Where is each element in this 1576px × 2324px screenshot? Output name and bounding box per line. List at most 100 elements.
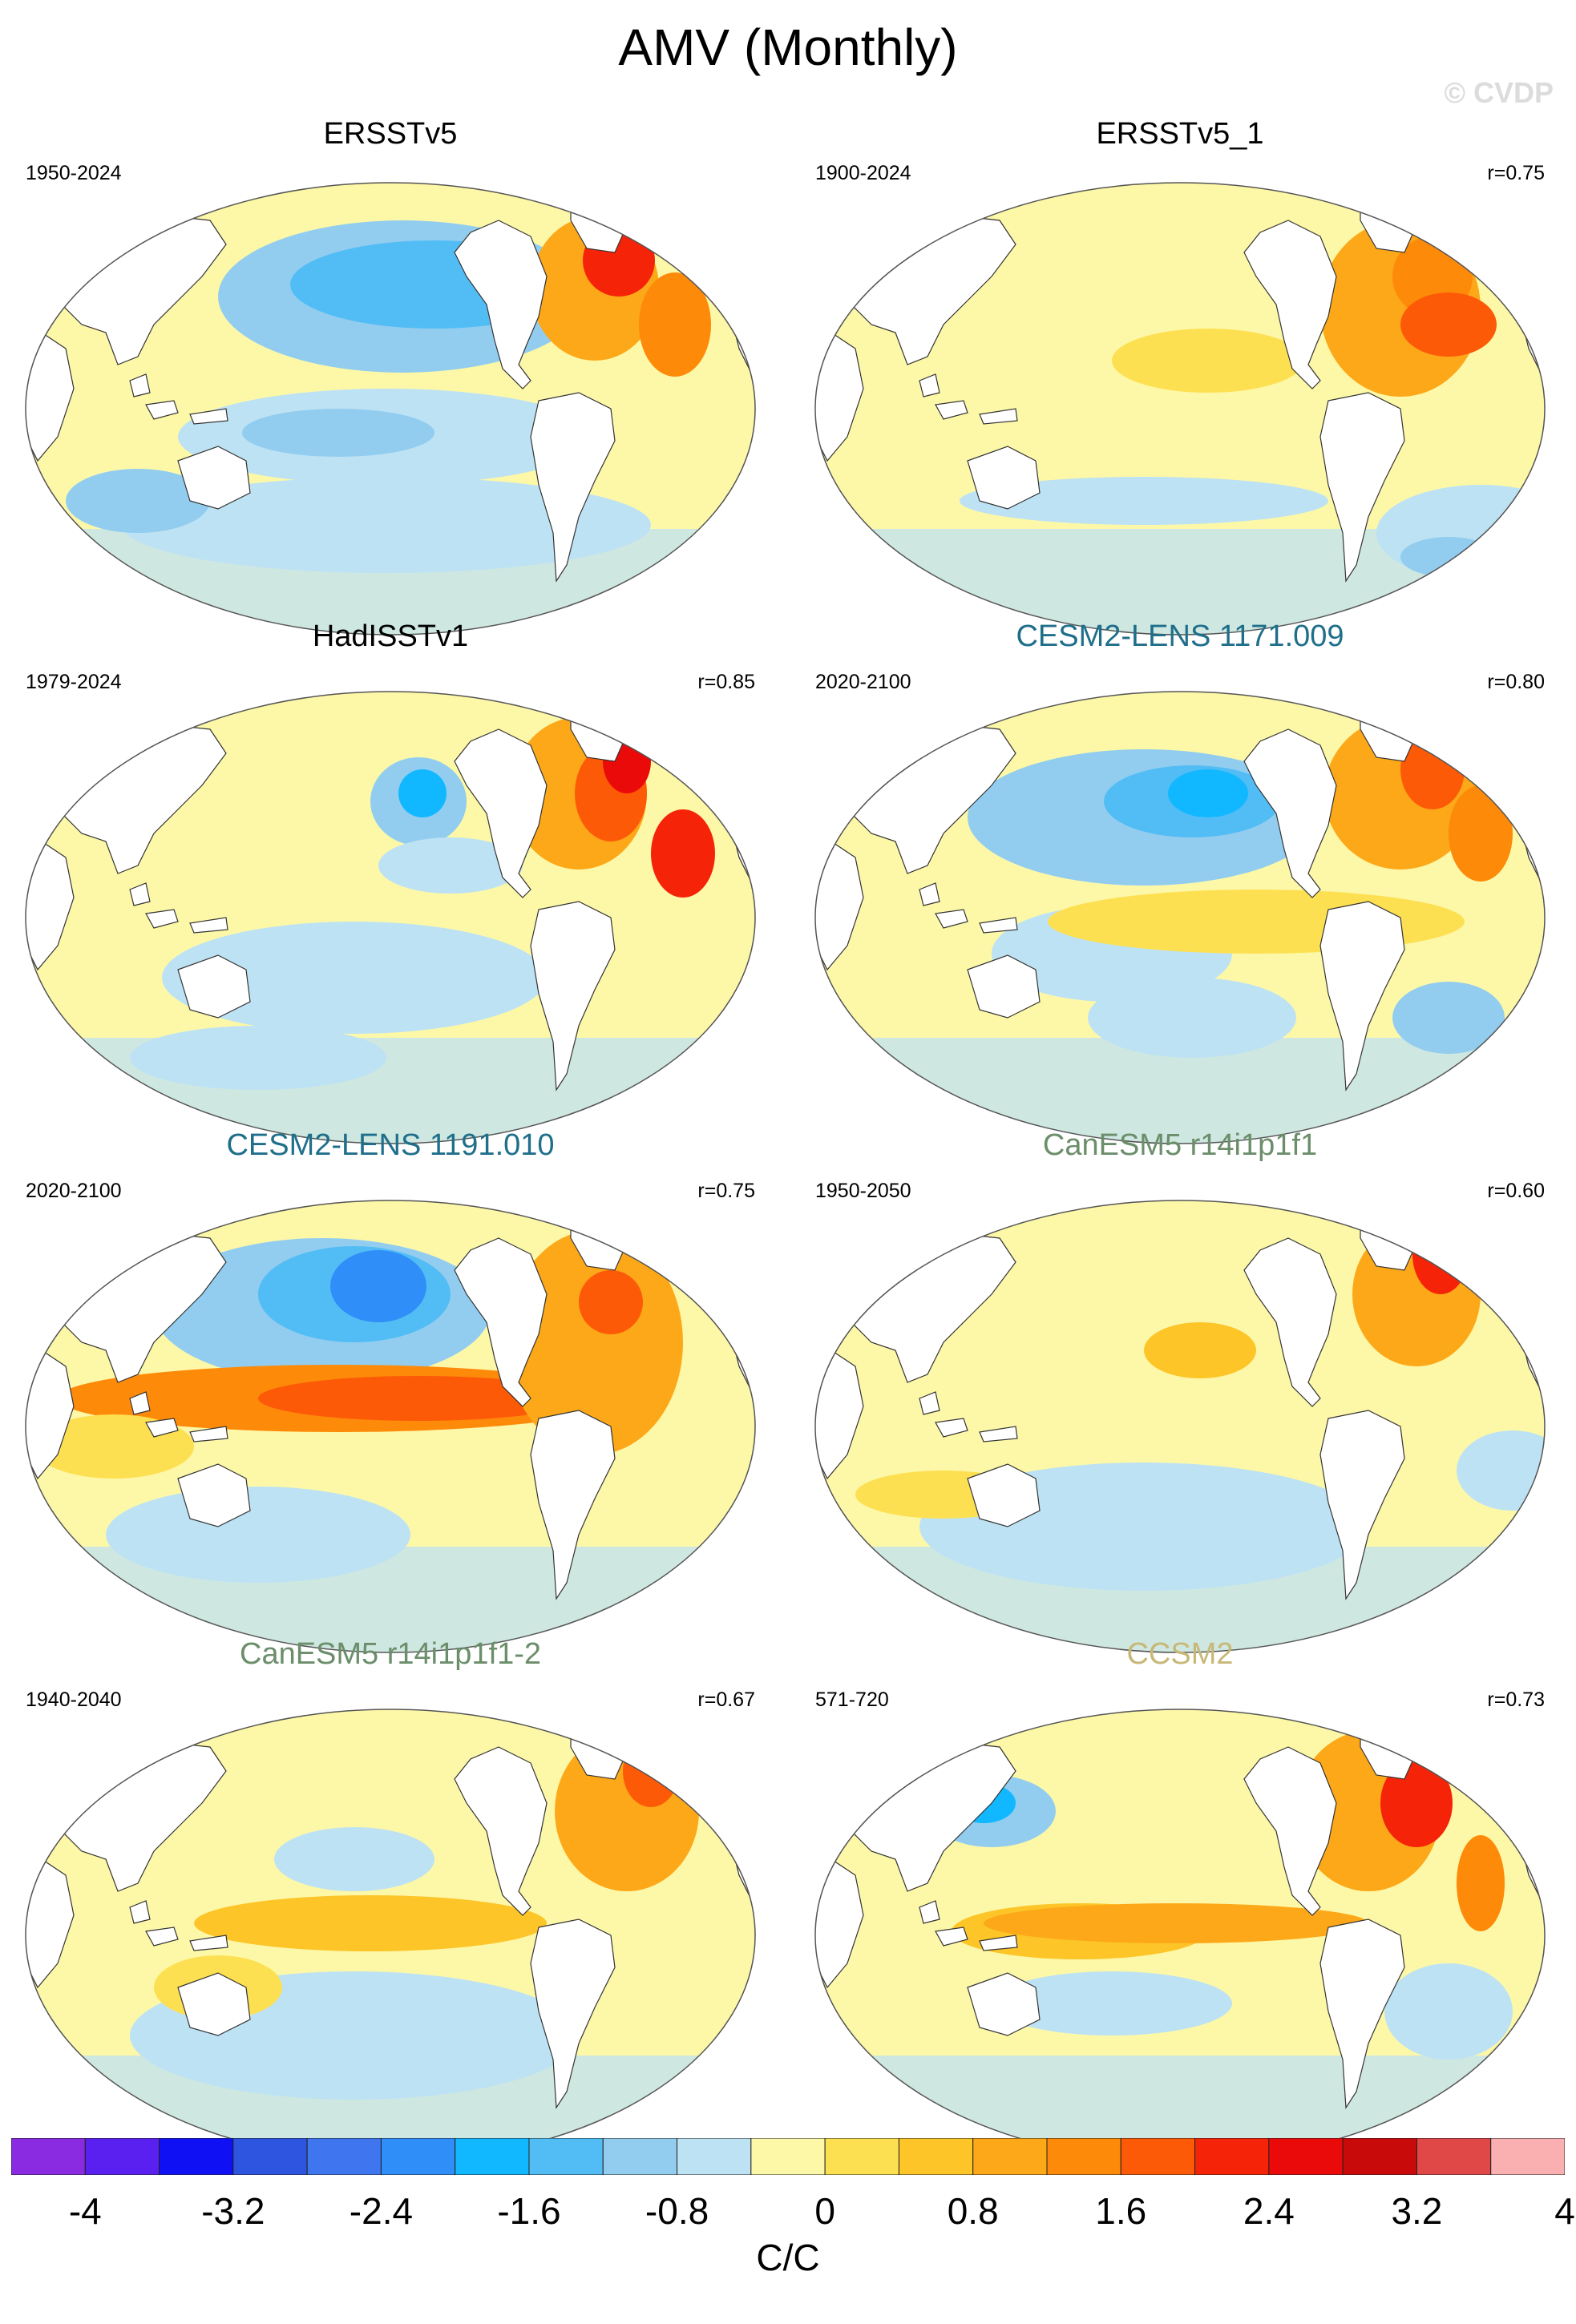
anomaly-contour: [162, 922, 547, 1034]
colorbar-tick-label: 0.8: [947, 2190, 999, 2232]
land-mass: [177, 446, 251, 510]
land-mass: [129, 1391, 151, 1415]
colorbar-swatch: [1046, 2138, 1121, 2175]
robinson-map: [25, 1200, 756, 1653]
land-mass: [129, 1900, 151, 1924]
panel-period: 1950-2024: [26, 162, 122, 184]
land-mass: [129, 373, 151, 397]
map-border: [25, 691, 756, 1144]
land-mass: [530, 1919, 616, 2109]
panel-period: 1900-2024: [815, 162, 911, 184]
land-mass: [919, 1391, 940, 1415]
anomaly-contour: [623, 1735, 679, 1807]
colorbar-swatch: [602, 2138, 678, 2175]
anomaly-contour: [66, 469, 210, 533]
panel-correlation: r=0.75: [697, 1180, 755, 1202]
land-mass: [145, 1927, 179, 1947]
anomaly-contour: [258, 1376, 579, 1421]
land-mass: [177, 954, 251, 1019]
land-mass: [189, 1426, 228, 1442]
map-panel: CanESM5 r14i1p1f1 1950-2050 r=0.60: [807, 1128, 1553, 1653]
panel-title: CanESM5 r14i1p1f1-2: [240, 1637, 541, 1671]
colorbar-tick-label: 0: [814, 2190, 835, 2232]
anomaly-contour: [1392, 982, 1505, 1054]
land-mass: [145, 909, 179, 929]
colorbar-swatch: [84, 2138, 160, 2175]
panel-period: 1940-2040: [26, 1689, 122, 1711]
anomaly-contour: [1168, 769, 1248, 817]
colorbar-tick-label: -1.6: [497, 2190, 561, 2232]
anomaly-contour: [1449, 785, 1513, 882]
land-mass: [1243, 1237, 1337, 1407]
colorbar-swatch: [972, 2138, 1048, 2175]
robinson-map: [25, 1709, 756, 2162]
figure-title: AMV (Monthly): [618, 18, 958, 76]
anomaly-contour: [398, 769, 447, 817]
robinson-map: [814, 1709, 1546, 2162]
colorbar-swatch: [750, 2138, 826, 2175]
land-mass: [919, 882, 940, 906]
anomaly-contour: [330, 1250, 426, 1322]
colorbar-swatch: [159, 2138, 234, 2175]
anomaly-contour: [1400, 293, 1497, 357]
colorbar-swatch: [306, 2138, 382, 2175]
colorbar-swatch: [1490, 2138, 1565, 2175]
land-mass: [979, 408, 1018, 425]
anomaly-contour: [1400, 537, 1497, 577]
land-mass: [530, 901, 616, 1091]
anomaly-contour: [992, 1971, 1232, 2036]
panel-period: 571-720: [815, 1689, 889, 1711]
map-border: [25, 1200, 756, 1653]
land-mass: [935, 400, 968, 420]
anomaly-contour: [960, 477, 1328, 525]
land-mass: [189, 917, 228, 934]
land-mass: [177, 1972, 251, 2036]
land-mass: [1319, 901, 1405, 1091]
land-mass: [979, 1935, 1018, 1951]
robinson-map: [25, 691, 756, 1144]
colorbar-tick-label: 4: [1554, 2190, 1575, 2232]
robinson-map: [814, 182, 1546, 635]
colorbar-swatch: [824, 2138, 899, 2175]
colorbar-swatch: [1416, 2138, 1492, 2175]
anomaly-contour: [651, 809, 715, 898]
map-panel: ERSSTv5 1950-2024: [18, 117, 763, 635]
land-mass: [1319, 1410, 1405, 1600]
colorbar-tick-label: 2.4: [1243, 2190, 1295, 2232]
anomaly-contour: [122, 477, 651, 573]
colorbar-tick-labels: -4 -3.2 -2.4 -1.6 -0.8 0 0.8 1.6 2.4 3.2 4: [0, 2189, 1576, 2237]
anomaly-contour: [1384, 1963, 1513, 2060]
land-mass: [979, 917, 1018, 934]
land-mass: [1319, 1919, 1405, 2109]
colorbar-tick-label: -3.2: [201, 2190, 265, 2232]
robinson-map: [814, 691, 1546, 1144]
colorbar-tick-label: -4: [68, 2190, 102, 2232]
land-mass: [177, 1463, 251, 1527]
panel-title: CESM2-LENS 1191.010: [226, 1128, 555, 1162]
panel-correlation: r=0.67: [697, 1689, 755, 1711]
map-panel: CESM2-LENS 1191.010 2020-2100 r=0.75: [18, 1128, 763, 1653]
colorbar-swatch: [455, 2138, 530, 2175]
land-mass: [935, 1927, 968, 1947]
land-mass: [935, 1418, 968, 1438]
land-mass: [1243, 1746, 1337, 1916]
land-mass: [935, 909, 968, 929]
panel-period: 2020-2100: [815, 671, 911, 693]
colorbar-swatch: [232, 2138, 308, 2175]
panel-title: CCSM2: [1126, 1637, 1234, 1671]
colorbar-swatch: [1120, 2138, 1196, 2175]
land-mass: [454, 220, 548, 389]
colorbar-tick-label: -0.8: [645, 2190, 709, 2232]
colorbar-tick-label: 3.2: [1391, 2190, 1443, 2232]
land-mass: [1319, 392, 1405, 583]
robinson-map: [814, 1200, 1546, 1653]
map-border: [814, 1200, 1546, 1653]
panel-correlation: r=0.73: [1487, 1689, 1545, 1711]
map-panel: CESM2-LENS 1171.009 2020-2100 r=0.80: [807, 619, 1553, 1144]
panel-title: CanESM5 r14i1p1f1: [1042, 1128, 1318, 1162]
land-mass: [1243, 728, 1337, 898]
map-panel: CCSM2 571-720 r=0.73: [807, 1637, 1553, 2162]
land-mass: [967, 446, 1041, 510]
land-mass: [129, 882, 151, 906]
land-mass: [454, 1746, 548, 1916]
